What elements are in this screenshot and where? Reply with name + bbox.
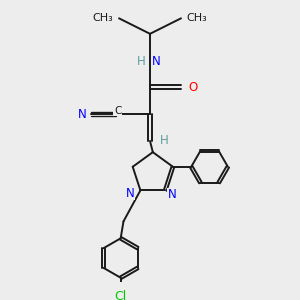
Text: CH₃: CH₃ xyxy=(187,13,207,23)
Text: O: O xyxy=(188,81,197,94)
Text: H: H xyxy=(160,134,169,147)
Text: Cl: Cl xyxy=(115,290,127,300)
Text: N: N xyxy=(126,187,135,200)
Text: H: H xyxy=(137,56,146,68)
Text: N: N xyxy=(152,56,160,68)
Text: CH₃: CH₃ xyxy=(93,13,113,23)
Text: C: C xyxy=(114,106,121,116)
Text: N: N xyxy=(168,188,177,201)
Text: N: N xyxy=(78,108,87,121)
